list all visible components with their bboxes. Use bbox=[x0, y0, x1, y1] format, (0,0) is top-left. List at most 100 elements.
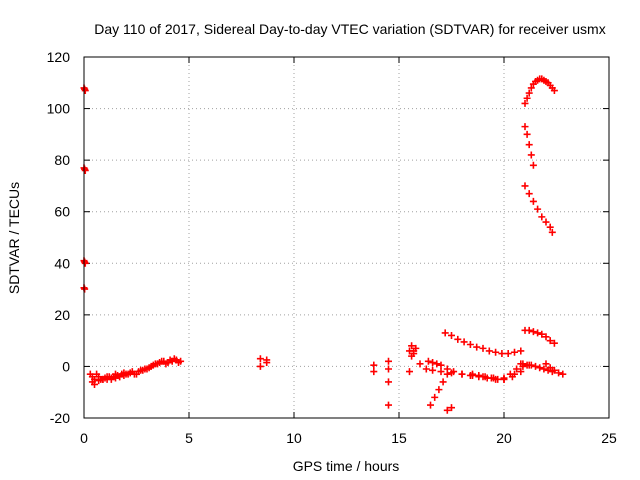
data-point bbox=[81, 285, 89, 293]
plot-frame bbox=[83, 56, 610, 419]
data-point bbox=[517, 347, 525, 355]
data-point bbox=[158, 357, 166, 365]
series-early-b bbox=[88, 355, 182, 388]
data-point bbox=[548, 228, 556, 236]
data-point bbox=[546, 223, 554, 231]
data-point bbox=[427, 401, 434, 409]
data-point bbox=[542, 333, 550, 341]
data-point bbox=[550, 366, 558, 374]
data-point bbox=[546, 337, 554, 345]
data-point bbox=[523, 94, 531, 102]
data-point bbox=[448, 404, 455, 412]
series-s11 bbox=[521, 75, 558, 107]
data-point bbox=[536, 364, 544, 372]
x-tick-label: 15 bbox=[391, 430, 407, 446]
series-s4 bbox=[427, 370, 451, 409]
data-point bbox=[479, 344, 487, 352]
data-point bbox=[523, 130, 531, 138]
data-point bbox=[416, 360, 424, 368]
data-point bbox=[466, 341, 474, 349]
data-point bbox=[511, 348, 518, 356]
data-point bbox=[175, 359, 182, 367]
data-point bbox=[475, 371, 483, 379]
data-point bbox=[460, 338, 468, 346]
data-point bbox=[498, 350, 506, 358]
data-points bbox=[80, 75, 567, 414]
data-point bbox=[550, 87, 558, 95]
data-point bbox=[412, 344, 420, 352]
series-s3 bbox=[424, 357, 525, 383]
data-point bbox=[458, 370, 466, 378]
data-point bbox=[370, 361, 378, 369]
x-axis-label: GPS time / hours bbox=[293, 458, 400, 474]
data-point bbox=[529, 161, 537, 169]
data-point bbox=[424, 357, 432, 365]
y-tick-label: 40 bbox=[54, 255, 70, 271]
y-axis-label: SDTVAR / TECUs bbox=[6, 182, 22, 294]
data-point bbox=[534, 329, 542, 337]
series-s13 bbox=[521, 182, 556, 236]
data-point bbox=[107, 374, 115, 382]
data-point bbox=[517, 368, 525, 376]
data-point bbox=[525, 141, 533, 149]
data-point bbox=[443, 370, 451, 378]
data-point bbox=[406, 347, 413, 355]
data-point bbox=[481, 373, 489, 381]
data-point bbox=[469, 370, 476, 378]
y-axis: -20 0 20 40 60 80 100 120 bbox=[47, 49, 609, 426]
data-point bbox=[521, 99, 529, 107]
data-point bbox=[521, 182, 529, 190]
data-point bbox=[133, 370, 140, 378]
y-tick-label: 80 bbox=[54, 152, 70, 168]
data-point bbox=[81, 259, 89, 267]
data-point bbox=[256, 355, 264, 363]
y-tick-label: 0 bbox=[62, 358, 70, 374]
data-point bbox=[437, 368, 445, 376]
data-point bbox=[534, 205, 542, 213]
data-point bbox=[263, 356, 271, 364]
data-point bbox=[385, 365, 392, 373]
data-point bbox=[433, 360, 441, 368]
data-point bbox=[513, 365, 521, 373]
series-t0-a bbox=[80, 84, 89, 95]
data-point bbox=[435, 386, 443, 394]
y-tick-label: -20 bbox=[50, 410, 70, 426]
grid-lines bbox=[84, 57, 609, 418]
data-point bbox=[81, 87, 89, 95]
data-point bbox=[542, 218, 550, 226]
data-point bbox=[439, 378, 447, 386]
data-point bbox=[542, 360, 550, 368]
data-point bbox=[429, 359, 437, 367]
data-point bbox=[120, 369, 128, 377]
x-axis: 0 5 10 15 20 25 bbox=[80, 57, 617, 446]
data-point bbox=[529, 328, 537, 336]
data-point bbox=[500, 374, 508, 382]
data-point bbox=[538, 330, 546, 338]
data-point bbox=[441, 329, 449, 337]
y-tick-label: 120 bbox=[47, 49, 71, 65]
x-tick-label: 10 bbox=[286, 430, 302, 446]
data-point bbox=[406, 368, 413, 376]
data-point bbox=[559, 370, 567, 378]
data-point bbox=[128, 368, 136, 376]
data-point bbox=[124, 370, 132, 378]
series-s5 bbox=[443, 404, 455, 414]
data-point bbox=[527, 84, 535, 92]
series-mid-b bbox=[370, 357, 392, 409]
y-tick-label: 20 bbox=[54, 307, 70, 323]
data-point bbox=[162, 360, 170, 368]
data-point bbox=[521, 123, 529, 131]
data-point bbox=[256, 362, 264, 370]
data-point bbox=[550, 339, 558, 347]
series-mid bbox=[256, 355, 271, 370]
chart-title: Day 110 of 2017, Sidereal Day-to-day VTE… bbox=[94, 21, 605, 37]
x-tick-label: 25 bbox=[601, 430, 617, 446]
data-point bbox=[422, 365, 430, 373]
data-point bbox=[95, 377, 103, 385]
data-point bbox=[525, 89, 533, 97]
data-point bbox=[385, 378, 392, 386]
x-tick-label: 0 bbox=[80, 430, 88, 446]
data-point bbox=[137, 366, 145, 374]
data-point bbox=[112, 370, 119, 378]
